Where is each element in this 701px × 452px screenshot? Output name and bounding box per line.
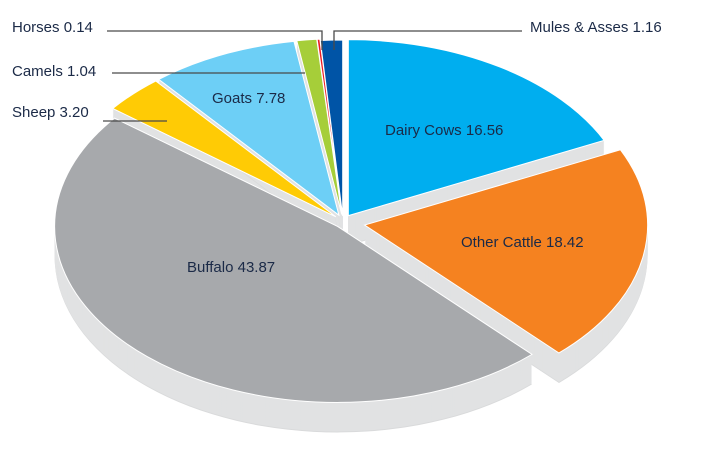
leader-mules — [333, 30, 522, 50]
label-buffalo: Buffalo 43.87 — [187, 259, 275, 276]
label-value: 0.14 — [63, 19, 93, 36]
label-horses: Horses 0.14 — [12, 19, 93, 36]
label-value: 16.56 — [465, 122, 504, 139]
slice-buffalo — [54, 117, 533, 403]
label-other-cattle: Other Cattle 18.42 — [461, 234, 584, 251]
label-value: 1.16 — [632, 19, 662, 36]
label-goats: Goats 7.78 — [212, 90, 285, 107]
slice-mules-asses — [319, 39, 344, 217]
label-name: Camels — [12, 63, 63, 80]
label-value: 18.42 — [546, 234, 584, 251]
label-name: Goats — [212, 90, 253, 107]
label-mules-asses: Mules & Asses 1.16 — [530, 19, 662, 36]
label-camels: Camels 1.04 — [12, 63, 96, 80]
slice-sheep — [111, 80, 337, 218]
label-value: 43.87 — [237, 259, 276, 276]
label-name: Buffalo — [187, 259, 234, 276]
label-value: 1.04 — [67, 63, 97, 80]
label-value: 3.20 — [59, 104, 89, 121]
label-name: Sheep — [12, 104, 56, 121]
label-name: Dairy Cows — [385, 122, 462, 139]
label-dairy-cows: Dairy Cows 16.56 — [385, 122, 503, 139]
slice-goats — [157, 40, 340, 217]
label-sheep: Sheep 3.20 — [12, 104, 89, 121]
slice-horses — [316, 38, 343, 215]
label-name: Mules & Asses — [530, 19, 629, 36]
leader-horses — [107, 30, 323, 50]
slice-dairy-cows — [347, 39, 606, 217]
label-name: Other Cattle — [461, 234, 542, 251]
label-value: 7.78 — [256, 90, 286, 107]
slice-other-cattle — [363, 149, 649, 354]
label-name: Horses — [12, 19, 60, 36]
